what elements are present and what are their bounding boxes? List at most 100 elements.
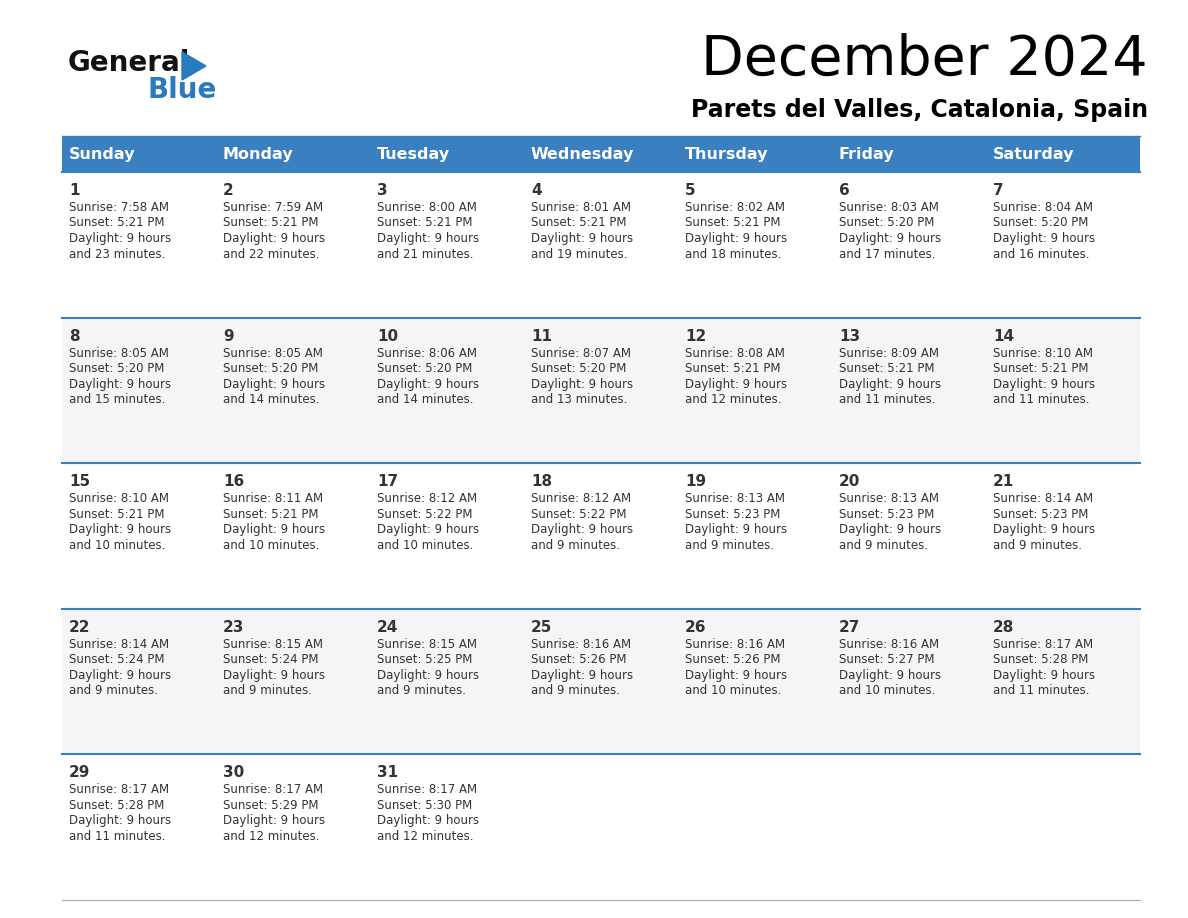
Text: Daylight: 9 hours: Daylight: 9 hours — [377, 232, 479, 245]
Text: Sunset: 5:20 PM: Sunset: 5:20 PM — [223, 362, 318, 375]
Text: 14: 14 — [993, 329, 1015, 343]
Text: Sunset: 5:21 PM: Sunset: 5:21 PM — [223, 217, 318, 230]
Text: 29: 29 — [69, 766, 90, 780]
Text: 10: 10 — [377, 329, 398, 343]
Text: Daylight: 9 hours: Daylight: 9 hours — [223, 377, 326, 390]
Text: Sunrise: 8:14 AM: Sunrise: 8:14 AM — [69, 638, 169, 651]
Bar — [62, 464, 1140, 609]
Text: Sunset: 5:20 PM: Sunset: 5:20 PM — [69, 362, 164, 375]
Text: Sunset: 5:30 PM: Sunset: 5:30 PM — [377, 799, 473, 812]
Text: Sunset: 5:26 PM: Sunset: 5:26 PM — [531, 654, 626, 666]
Text: Sunrise: 8:17 AM: Sunrise: 8:17 AM — [69, 783, 169, 797]
Text: Daylight: 9 hours: Daylight: 9 hours — [531, 377, 633, 390]
Bar — [62, 136, 216, 172]
Text: Daylight: 9 hours: Daylight: 9 hours — [531, 232, 633, 245]
Text: Blue: Blue — [148, 76, 217, 104]
Text: and 9 minutes.: and 9 minutes. — [839, 539, 928, 552]
Text: Sunset: 5:22 PM: Sunset: 5:22 PM — [377, 508, 473, 521]
Text: Daylight: 9 hours: Daylight: 9 hours — [839, 232, 941, 245]
Text: 28: 28 — [993, 620, 1015, 635]
Text: 11: 11 — [531, 329, 552, 343]
Text: Sunrise: 8:10 AM: Sunrise: 8:10 AM — [993, 347, 1093, 360]
Text: Daylight: 9 hours: Daylight: 9 hours — [531, 669, 633, 682]
Text: and 11 minutes.: and 11 minutes. — [993, 684, 1089, 698]
Text: Daylight: 9 hours: Daylight: 9 hours — [377, 814, 479, 827]
Text: and 14 minutes.: and 14 minutes. — [377, 393, 474, 406]
Text: Daylight: 9 hours: Daylight: 9 hours — [839, 377, 941, 390]
Text: and 9 minutes.: and 9 minutes. — [531, 539, 620, 552]
Bar — [986, 136, 1140, 172]
Text: Sunrise: 8:17 AM: Sunrise: 8:17 AM — [377, 783, 478, 797]
Bar — [62, 609, 1140, 755]
Text: 21: 21 — [993, 475, 1015, 489]
Text: 5: 5 — [685, 183, 696, 198]
Text: Daylight: 9 hours: Daylight: 9 hours — [223, 232, 326, 245]
Text: Sunset: 5:21 PM: Sunset: 5:21 PM — [223, 508, 318, 521]
Text: Sunset: 5:21 PM: Sunset: 5:21 PM — [377, 217, 473, 230]
Bar — [832, 136, 986, 172]
Text: Sunrise: 8:05 AM: Sunrise: 8:05 AM — [69, 347, 169, 360]
Text: Sunset: 5:25 PM: Sunset: 5:25 PM — [377, 654, 473, 666]
Bar — [216, 136, 369, 172]
Text: Daylight: 9 hours: Daylight: 9 hours — [69, 377, 171, 390]
Text: Sunset: 5:29 PM: Sunset: 5:29 PM — [223, 799, 318, 812]
Text: 15: 15 — [69, 475, 90, 489]
Text: Sunrise: 8:13 AM: Sunrise: 8:13 AM — [685, 492, 785, 505]
Text: Sunrise: 8:07 AM: Sunrise: 8:07 AM — [531, 347, 631, 360]
Text: 3: 3 — [377, 183, 387, 198]
Text: Daylight: 9 hours: Daylight: 9 hours — [993, 232, 1095, 245]
Text: 13: 13 — [839, 329, 860, 343]
Text: Sunrise: 8:03 AM: Sunrise: 8:03 AM — [839, 201, 939, 214]
Text: Daylight: 9 hours: Daylight: 9 hours — [685, 377, 788, 390]
Text: Sunset: 5:21 PM: Sunset: 5:21 PM — [685, 217, 781, 230]
Text: 22: 22 — [69, 620, 90, 635]
Text: Daylight: 9 hours: Daylight: 9 hours — [69, 814, 171, 827]
Text: Daylight: 9 hours: Daylight: 9 hours — [685, 232, 788, 245]
Text: and 16 minutes.: and 16 minutes. — [993, 248, 1089, 261]
Bar — [678, 136, 832, 172]
Text: and 10 minutes.: and 10 minutes. — [223, 539, 320, 552]
Text: 20: 20 — [839, 475, 860, 489]
Text: Sunrise: 7:59 AM: Sunrise: 7:59 AM — [223, 201, 323, 214]
Text: and 9 minutes.: and 9 minutes. — [685, 539, 775, 552]
Text: and 9 minutes.: and 9 minutes. — [531, 684, 620, 698]
Text: and 10 minutes.: and 10 minutes. — [839, 684, 935, 698]
Text: Sunrise: 8:13 AM: Sunrise: 8:13 AM — [839, 492, 939, 505]
Text: Wednesday: Wednesday — [531, 147, 634, 162]
Text: 2: 2 — [223, 183, 234, 198]
Text: and 17 minutes.: and 17 minutes. — [839, 248, 935, 261]
Text: Sunset: 5:23 PM: Sunset: 5:23 PM — [993, 508, 1088, 521]
Text: Daylight: 9 hours: Daylight: 9 hours — [69, 523, 171, 536]
Text: Monday: Monday — [223, 147, 293, 162]
Text: Daylight: 9 hours: Daylight: 9 hours — [69, 669, 171, 682]
Bar — [62, 318, 1140, 464]
Text: and 12 minutes.: and 12 minutes. — [377, 830, 474, 843]
Text: Sunrise: 8:15 AM: Sunrise: 8:15 AM — [223, 638, 323, 651]
Text: Sunset: 5:23 PM: Sunset: 5:23 PM — [839, 508, 935, 521]
Text: Thursday: Thursday — [685, 147, 769, 162]
Text: Sunrise: 8:01 AM: Sunrise: 8:01 AM — [531, 201, 631, 214]
Text: and 19 minutes.: and 19 minutes. — [531, 248, 627, 261]
Text: Sunrise: 8:14 AM: Sunrise: 8:14 AM — [993, 492, 1093, 505]
Bar — [369, 136, 524, 172]
Text: and 21 minutes.: and 21 minutes. — [377, 248, 474, 261]
Text: and 12 minutes.: and 12 minutes. — [223, 830, 320, 843]
Text: Daylight: 9 hours: Daylight: 9 hours — [685, 669, 788, 682]
Text: Sunrise: 8:10 AM: Sunrise: 8:10 AM — [69, 492, 169, 505]
Text: Daylight: 9 hours: Daylight: 9 hours — [377, 377, 479, 390]
Text: Sunrise: 8:15 AM: Sunrise: 8:15 AM — [377, 638, 478, 651]
Text: and 9 minutes.: and 9 minutes. — [69, 684, 158, 698]
Text: Daylight: 9 hours: Daylight: 9 hours — [377, 669, 479, 682]
Text: 27: 27 — [839, 620, 860, 635]
Text: and 12 minutes.: and 12 minutes. — [685, 393, 782, 406]
Polygon shape — [182, 52, 206, 80]
Text: Sunset: 5:27 PM: Sunset: 5:27 PM — [839, 654, 935, 666]
Text: Sunset: 5:21 PM: Sunset: 5:21 PM — [993, 362, 1088, 375]
Text: Daylight: 9 hours: Daylight: 9 hours — [223, 814, 326, 827]
Text: and 13 minutes.: and 13 minutes. — [531, 393, 627, 406]
Text: and 9 minutes.: and 9 minutes. — [377, 684, 466, 698]
Text: Daylight: 9 hours: Daylight: 9 hours — [839, 669, 941, 682]
Text: and 11 minutes.: and 11 minutes. — [69, 830, 165, 843]
Text: 8: 8 — [69, 329, 80, 343]
Text: Saturday: Saturday — [993, 147, 1074, 162]
